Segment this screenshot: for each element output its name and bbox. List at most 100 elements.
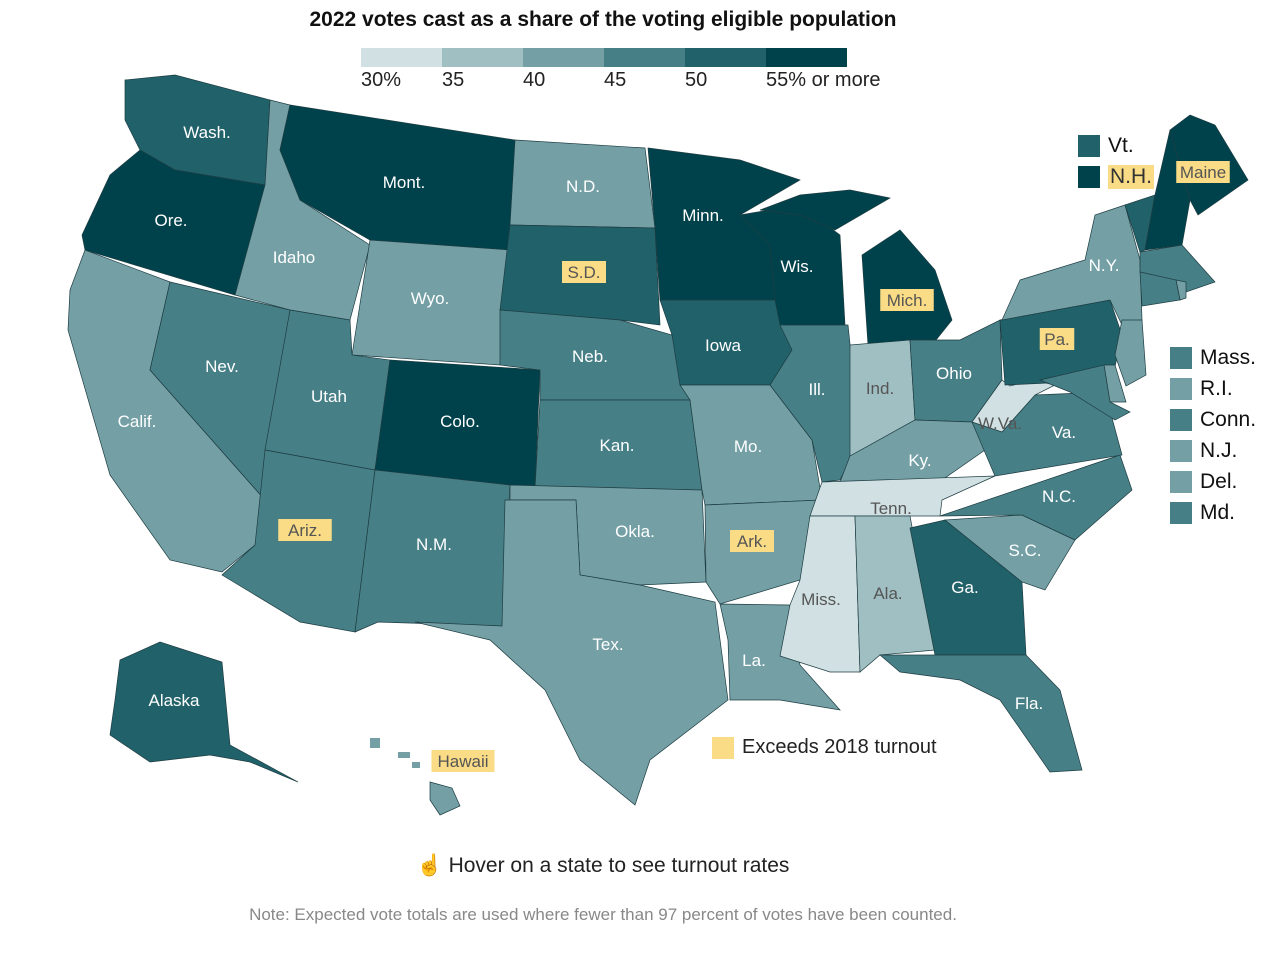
state-label: Alaska xyxy=(148,691,200,710)
state-hi-island[interactable] xyxy=(370,738,380,748)
state-hi-island[interactable] xyxy=(398,752,410,758)
state-label: Iowa xyxy=(705,336,741,355)
highlight-label-bg xyxy=(562,261,606,283)
state-label: Del. xyxy=(1200,469,1238,493)
state-tx[interactable] xyxy=(414,499,729,806)
state-label: Wis. xyxy=(780,257,813,276)
state-label: Hawaii xyxy=(437,752,488,771)
state-label: R.I. xyxy=(1200,376,1233,400)
state-mi[interactable] xyxy=(861,229,953,346)
state-label: Ind. xyxy=(866,379,894,398)
state-label: Ark. xyxy=(737,532,767,551)
state-label: Idaho xyxy=(273,248,316,267)
state-fl[interactable] xyxy=(879,654,1083,773)
hover-hint-text: Hover on a state to see turnout rates xyxy=(448,854,790,877)
state-label: Calif. xyxy=(118,412,157,431)
state-label: Nev. xyxy=(205,357,239,376)
legend-swatch-30 xyxy=(361,48,442,67)
highlight-label-bg xyxy=(1039,328,1075,350)
state-sc[interactable] xyxy=(944,514,1076,591)
state-nj[interactable] xyxy=(1114,319,1147,387)
state-label: Tex. xyxy=(592,635,623,654)
state-label: Fla. xyxy=(1015,694,1043,713)
state-label: Va. xyxy=(1052,423,1076,442)
state-md[interactable] xyxy=(1038,364,1131,421)
state-ga[interactable] xyxy=(909,519,1027,656)
state-mi[interactable] xyxy=(759,189,891,231)
hover-hint: ☝ Hover on a state to see turnout rates xyxy=(0,854,1206,878)
exceeds-2018-legend: Exceeds 2018 turnout xyxy=(712,736,937,759)
highlight-swatch xyxy=(712,736,734,759)
state-swatch xyxy=(1170,501,1192,524)
state-label: W.Va. xyxy=(978,414,1022,433)
state-ma[interactable] xyxy=(1139,244,1216,293)
legend-swatch-55 xyxy=(766,48,847,67)
state-label: Maine xyxy=(1180,163,1226,182)
state-swatch xyxy=(1170,377,1192,400)
state-label: Pa. xyxy=(1044,330,1070,349)
state-label: Minn. xyxy=(682,206,724,225)
state-swatch xyxy=(1170,470,1192,493)
state-label: Ill. xyxy=(809,380,826,399)
highlight-label-bg xyxy=(431,750,495,772)
map-title: 2022 votes cast as a share of the voting… xyxy=(309,8,897,31)
state-nc[interactable] xyxy=(939,454,1133,541)
side-legend-ct[interactable]: Conn. xyxy=(1170,404,1256,435)
state-label: Miss. xyxy=(801,590,841,609)
state-hi-island[interactable] xyxy=(412,762,420,768)
state-label: Wash. xyxy=(183,123,231,142)
side-legend-nj[interactable]: N.J. xyxy=(1170,435,1237,466)
state-label: Ore. xyxy=(154,211,187,230)
legend-tick: 35 xyxy=(442,69,465,91)
legend-swatch-50 xyxy=(685,48,766,67)
state-label: N.M. xyxy=(416,535,452,554)
side-legend-ma[interactable]: Mass. xyxy=(1170,342,1256,373)
legend-tick: 55% or more xyxy=(766,69,881,91)
state-label: N.H. xyxy=(1108,164,1154,189)
state-swatch xyxy=(1170,346,1192,369)
highlight-label-bg xyxy=(278,519,332,541)
state-swatch xyxy=(1078,134,1100,157)
state-swatch xyxy=(1170,439,1192,462)
state-label: S.D. xyxy=(567,263,600,282)
side-legend-ri[interactable]: R.I. xyxy=(1170,373,1233,404)
state-ak[interactable] xyxy=(109,641,299,783)
state-label: Ohio xyxy=(936,364,972,383)
state-label: Okla. xyxy=(615,522,655,541)
legend-tick: 50 xyxy=(685,69,708,91)
side-legend-nh[interactable]: N.H. xyxy=(1078,161,1154,192)
state-ct[interactable] xyxy=(1139,271,1181,307)
legend-tick: 30% xyxy=(361,69,402,91)
exceeds-label: Exceeds 2018 turnout xyxy=(742,736,937,758)
state-label: Ariz. xyxy=(288,521,322,540)
side-legend-vt[interactable]: Vt. xyxy=(1078,130,1134,161)
highlight-label-bg xyxy=(730,530,774,552)
state-nh[interactable] xyxy=(1144,129,1191,251)
state-tn[interactable] xyxy=(809,475,996,517)
state-or[interactable] xyxy=(81,149,266,296)
state-label: Ky. xyxy=(908,451,931,470)
pointer-hand-icon: ☝ xyxy=(416,854,443,877)
highlight-label-bg xyxy=(1176,161,1230,183)
legend-swatch-35 xyxy=(442,48,523,67)
state-label: Mont. xyxy=(383,173,426,192)
state-swatch xyxy=(1078,165,1100,188)
legend-tick: 40 xyxy=(523,69,546,91)
footnote: Note: Expected vote totals are used wher… xyxy=(249,905,957,924)
state-label: N.D. xyxy=(566,177,600,196)
state-label: Mass. xyxy=(1200,345,1257,369)
state-label: N.Y. xyxy=(1089,256,1120,275)
side-legend-md[interactable]: Md. xyxy=(1170,497,1235,528)
highlight-label-bg xyxy=(880,289,934,311)
state-label: Utah xyxy=(311,387,347,406)
state-ny[interactable] xyxy=(1001,204,1143,326)
state-swatch xyxy=(1170,408,1192,431)
state-hi[interactable] xyxy=(429,781,461,816)
state-label: Tenn. xyxy=(870,499,912,518)
state-label: Mich. xyxy=(887,291,928,310)
legend-swatch-45 xyxy=(604,48,685,67)
state-label: Ga. xyxy=(951,578,978,597)
state-label: S.C. xyxy=(1008,541,1041,560)
side-legend-de[interactable]: Del. xyxy=(1170,466,1237,497)
